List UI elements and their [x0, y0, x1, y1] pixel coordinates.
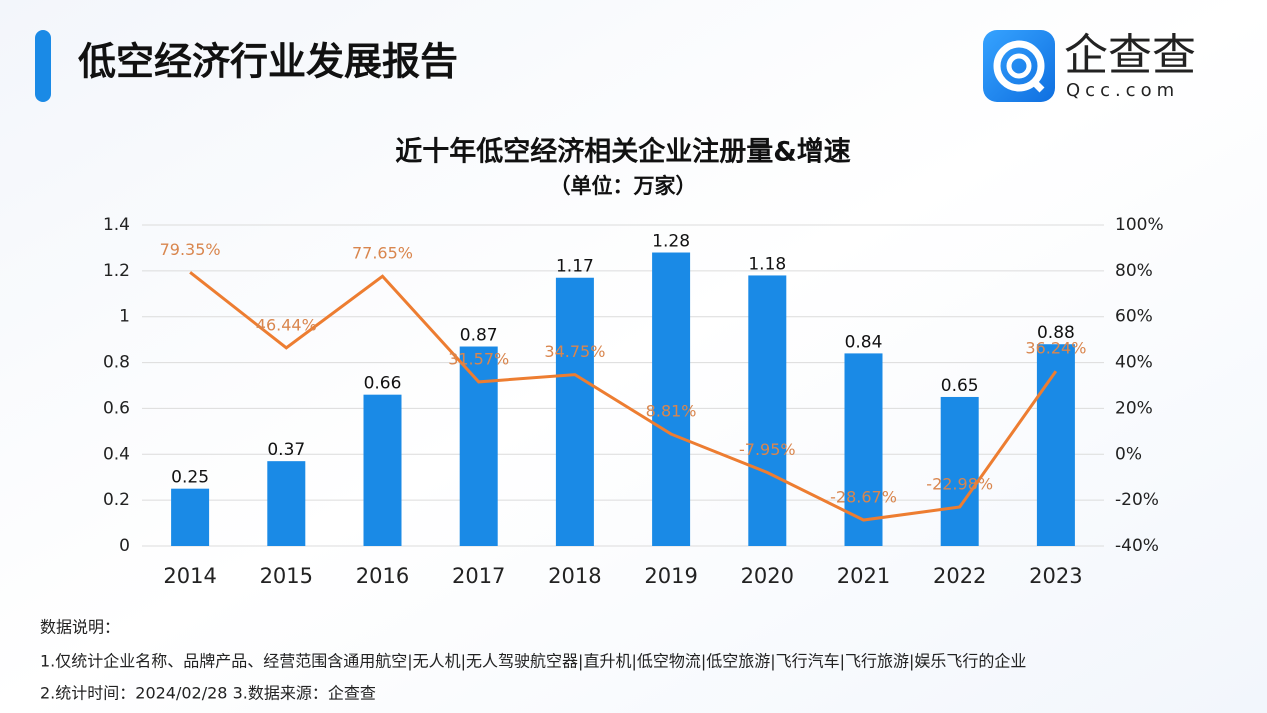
bar — [267, 461, 306, 546]
logo-url: Qcc.com — [1066, 80, 1179, 101]
bar — [171, 488, 210, 546]
line-value-label: 8.81% — [646, 402, 697, 421]
y-tick-label: 0.4 — [103, 444, 130, 464]
line-value-label: 79.35% — [160, 240, 221, 259]
logo-inner — [1006, 53, 1032, 79]
line-value-label: -7.95% — [739, 440, 796, 459]
logo-ring — [993, 40, 1045, 92]
y-tick-label: 0 — [119, 536, 130, 556]
y2-tick-label: 60% — [1115, 307, 1153, 327]
y2-tick-label: -20% — [1115, 490, 1159, 510]
logo-tail — [1029, 77, 1045, 93]
y2-tick-label: 0% — [1115, 444, 1142, 464]
x-tick-label: 2014 — [163, 564, 216, 588]
x-tick-label: 2023 — [1029, 564, 1082, 588]
y2-tick-label: 40% — [1115, 353, 1153, 373]
bar-value-label: 0.37 — [267, 440, 305, 460]
title-accent — [35, 30, 51, 102]
line — [189, 271, 1058, 522]
bar — [555, 277, 594, 546]
bar — [652, 252, 691, 546]
chart-title: 近十年低空经济相关企业注册量&增速 — [395, 136, 851, 168]
x-tick-label: 2021 — [837, 564, 890, 588]
y-tick-label: 0.6 — [103, 398, 130, 418]
bar — [940, 396, 979, 546]
line-value-label: 34.75% — [544, 342, 605, 361]
bar-value-label: 0.65 — [941, 376, 979, 396]
y2-tick-label: -40% — [1115, 536, 1159, 556]
bar — [459, 346, 498, 546]
bar — [748, 275, 787, 546]
line-value-label: -28.67% — [830, 488, 897, 507]
y-tick-label: 1 — [119, 307, 130, 327]
x-tick-label: 2022 — [933, 564, 986, 588]
logo-name: 企查查 — [1064, 30, 1196, 81]
y-tick-label: 0.2 — [103, 490, 130, 510]
bar-value-label: 1.17 — [556, 257, 594, 277]
bar-value-label: 0.84 — [845, 332, 883, 352]
y2-tick-label: 80% — [1115, 261, 1153, 281]
y-tick-label: 0.8 — [103, 353, 130, 373]
y2-tick-label: 20% — [1115, 398, 1153, 418]
x-tick-label: 2017 — [452, 564, 505, 588]
bar-value-label: 0.25 — [171, 468, 209, 488]
y-tick-label: 1.4 — [103, 215, 130, 235]
x-tick-label: 2018 — [548, 564, 601, 588]
line-value-label: 36.24% — [1025, 339, 1086, 358]
line-value-label: 31.57% — [448, 349, 509, 368]
bar — [363, 394, 402, 546]
line-value-label: 77.65% — [352, 244, 413, 263]
page-title: 低空经济行业发展报告 — [78, 40, 458, 84]
bar-value-label: 0.87 — [460, 326, 498, 346]
chart-subtitle: （单位：万家） — [550, 174, 697, 198]
x-tick-label: 2019 — [644, 564, 697, 588]
bar — [1036, 344, 1075, 546]
x-tick-label: 2015 — [260, 564, 313, 588]
x-tick-label: 2020 — [741, 564, 794, 588]
bar-value-label: 0.88 — [1037, 323, 1075, 343]
y2-tick-label: 100% — [1115, 215, 1164, 235]
notes-heading: 数据说明： — [40, 618, 120, 637]
y-tick-label: 1.2 — [103, 261, 130, 281]
x-tick-label: 2016 — [356, 564, 409, 588]
bar-value-label: 1.18 — [748, 254, 786, 274]
line-value-label: -22.98% — [926, 474, 993, 493]
note: 2.统计时间：2024/02/28 3.数据来源：企查查 — [40, 684, 376, 703]
note: 1.仅统计企业名称、品牌产品、经营范围含通用航空|无人机|无人驾驶航空器|直升机… — [40, 652, 1026, 671]
bar-value-label: 0.66 — [364, 374, 402, 394]
bar-value-label: 1.28 — [652, 232, 690, 252]
line-value-label: 46.44% — [256, 315, 317, 334]
